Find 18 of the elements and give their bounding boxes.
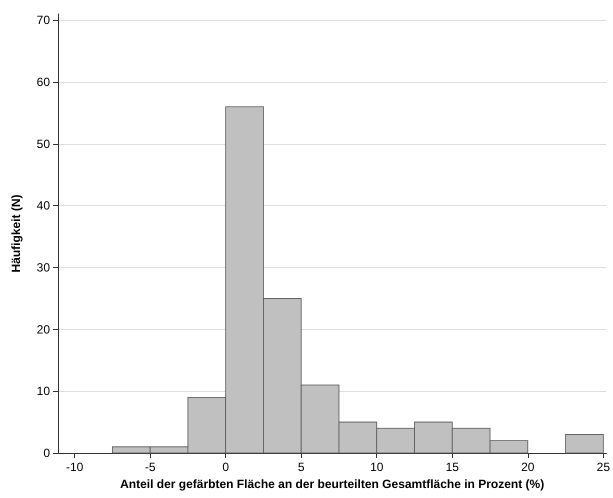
y-axis-title: Häufigkeit (N) — [9, 194, 23, 272]
x-axis-title: Anteil der gefärbten Fläche an der beurteilten Gesamtfläche in Prozent (%) — [120, 476, 544, 491]
x-tick-label: 0 — [222, 460, 230, 474]
x-tick-label: -10 — [66, 460, 84, 474]
x-tick-label: -5 — [144, 460, 156, 474]
x-tick-label: 20 — [521, 460, 535, 474]
y-tick-label: 20 — [36, 322, 50, 336]
y-tick-label: 10 — [36, 384, 50, 398]
x-tick-label: 10 — [370, 460, 384, 474]
y-tick-label: 30 — [36, 260, 50, 275]
x-tick-label: 15 — [446, 460, 460, 474]
x-tick-label: 25 — [596, 460, 610, 474]
y-tick-label: 50 — [36, 136, 50, 151]
y-tick-label: 0 — [43, 446, 50, 460]
y-tick-label: 60 — [36, 75, 50, 90]
y-tick-label: 70 — [36, 13, 50, 28]
y-tick-label: 40 — [36, 198, 50, 213]
x-tick-label: 5 — [298, 460, 305, 474]
